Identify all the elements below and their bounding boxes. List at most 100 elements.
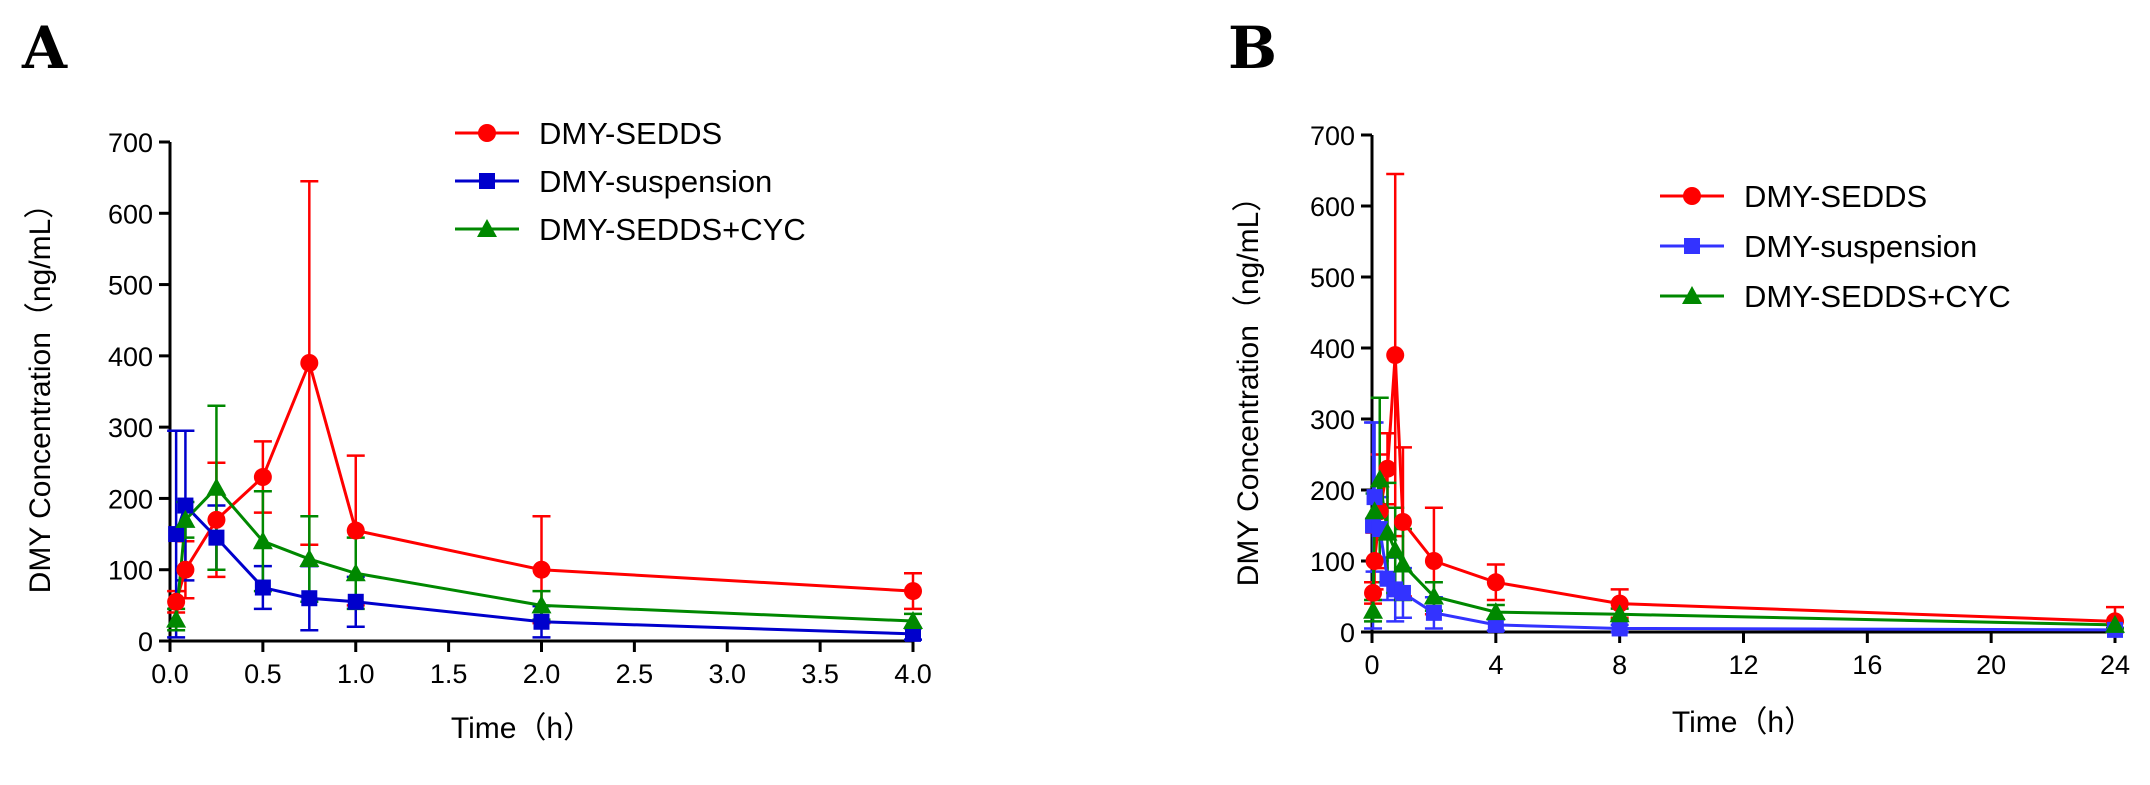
x-axis-label: Time（h） — [451, 712, 593, 745]
series-line — [174, 358, 914, 603]
data-point — [301, 590, 318, 607]
tick-group: 0 4 8 12 16 20 24 0 100 200 300 400 500 600 700 — [1310, 121, 2130, 680]
legend-marker — [478, 124, 496, 142]
data-point — [1385, 540, 1406, 559]
series-line-group — [1371, 354, 2116, 632]
data-point — [532, 560, 551, 579]
data-point — [1386, 346, 1405, 365]
y-tick-label: 0 — [138, 627, 153, 657]
data-point — [1609, 604, 1630, 623]
legend-label: DMY-SEDDS+CYC — [539, 212, 806, 247]
data-point — [1365, 552, 1384, 570]
x-axis-label: Time（h） — [1672, 706, 1814, 739]
panel-label: B — [1228, 14, 1277, 82]
data-point — [206, 477, 227, 496]
data-point — [904, 582, 922, 601]
x-tick-label: 16 — [1852, 650, 1882, 680]
x-tick-label: 0.0 — [151, 659, 189, 689]
data-point — [1364, 501, 1385, 520]
data-point — [1393, 512, 1412, 531]
legend-marker — [1684, 238, 1700, 254]
data-point — [299, 549, 320, 568]
y-axis-label: DMY Concentration（ng/mL） — [1232, 182, 1265, 587]
x-tick-label: 0.5 — [244, 659, 282, 689]
y-tick-label: 0 — [1340, 618, 1355, 648]
data-point — [175, 509, 196, 528]
legend: DMY-SEDDS DMY-suspension DMY-SEDDS+CYC — [455, 116, 806, 247]
x-tick-label: 2.0 — [523, 659, 561, 689]
data-point — [254, 579, 271, 596]
data-point — [346, 521, 365, 540]
y-tick-label: 400 — [108, 342, 153, 372]
x-tick-label: 24 — [2100, 650, 2130, 680]
data-point — [252, 531, 273, 550]
data-point — [208, 529, 225, 546]
x-tick-label: 20 — [1976, 650, 2006, 680]
y-tick-label: 100 — [1310, 547, 1355, 577]
data-point — [1377, 522, 1398, 541]
x-tick-label: 4.0 — [894, 659, 932, 689]
x-tick-label: 1.0 — [337, 659, 375, 689]
y-tick-label: 200 — [1310, 476, 1355, 506]
data-point — [1425, 604, 1442, 621]
x-tick-label: 0 — [1364, 650, 1379, 680]
legend-label: DMY-SEDDS — [539, 116, 722, 151]
legend-label: DMY-SEDDS+CYC — [1744, 279, 2011, 314]
series-line — [1371, 479, 2116, 627]
data-point — [1394, 584, 1411, 601]
data-point — [533, 613, 550, 630]
y-tick-label: 600 — [1310, 192, 1355, 222]
data-point — [905, 625, 921, 642]
panel-label: A — [21, 14, 68, 82]
x-tick-label: 12 — [1728, 650, 1758, 680]
data-point — [1363, 600, 1384, 619]
x-tick-label: 2.5 — [616, 659, 654, 689]
data-point — [345, 563, 366, 582]
tick-group: 0.0 0.5 1.0 1.5 2.0 2.5 3.0 3.5 4.0 0 100 200 300 400… — [108, 128, 932, 689]
x-tick-label: 8 — [1612, 650, 1627, 680]
x-tick-label: 4 — [1488, 650, 1503, 680]
data-point — [1364, 583, 1383, 602]
data-point — [1366, 489, 1383, 506]
y-tick-label: 200 — [108, 484, 153, 514]
legend-label: DMY-suspension — [1744, 229, 1977, 264]
marker-group — [166, 353, 923, 642]
chart-panel-a: A 0.0 0.5 1.0 1.5 2.0 2.5 3.0 3.5 4.0 0 100 200 300 4… — [21, 14, 932, 745]
data-point — [167, 592, 186, 611]
y-tick-label: 300 — [1310, 405, 1355, 435]
data-point — [903, 611, 923, 630]
series-line-group — [174, 358, 914, 636]
legend-marker — [1683, 187, 1701, 205]
legend: DMY-SEDDS DMY-suspension DMY-SEDDS+CYC — [1660, 179, 2011, 314]
y-tick-label: 500 — [1310, 263, 1355, 293]
legend-marker — [1682, 286, 1702, 304]
y-tick-label: 700 — [1310, 121, 1355, 151]
data-point — [1424, 552, 1443, 570]
y-tick-label: 100 — [108, 556, 153, 586]
y-axis-label: DMY Concentration（ng/mL） — [24, 189, 57, 594]
x-tick-label: 3.0 — [708, 659, 746, 689]
data-point — [168, 526, 185, 543]
data-point — [1369, 469, 1390, 488]
legend-marker — [477, 219, 497, 237]
x-tick-label: 1.5 — [430, 659, 468, 689]
data-point — [2105, 614, 2125, 633]
data-point — [531, 595, 552, 614]
chart-panel-b: B 0 4 8 12 16 20 24 0 100 200 300 400 500 600 700 Time… — [1228, 14, 2130, 739]
y-tick-label: 300 — [108, 413, 153, 443]
data-point — [177, 497, 194, 514]
y-tick-label: 500 — [108, 271, 153, 301]
data-point — [1378, 459, 1397, 478]
marker-group — [1363, 346, 2125, 638]
data-point — [300, 353, 319, 372]
data-point — [176, 560, 195, 579]
data-point — [1486, 573, 1505, 592]
legend-marker — [479, 173, 495, 189]
data-point — [1610, 594, 1629, 613]
data-point — [1485, 602, 1506, 621]
series-line — [1371, 354, 2116, 623]
y-tick-label: 600 — [108, 199, 153, 229]
data-point — [1611, 620, 1628, 637]
y-tick-label: 700 — [108, 128, 153, 158]
data-point — [1423, 586, 1444, 605]
